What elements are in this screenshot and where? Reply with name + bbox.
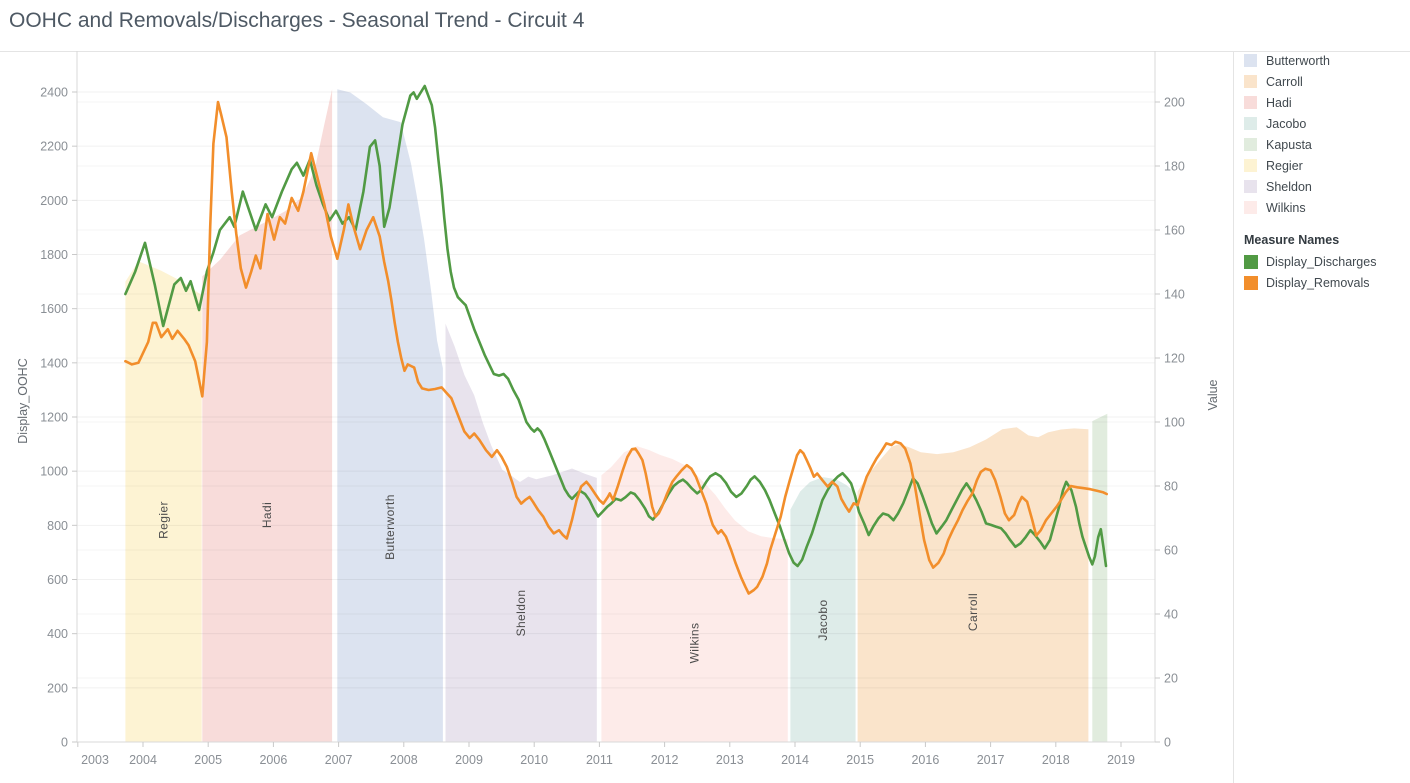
- right-axis-title: Value: [1206, 379, 1220, 411]
- left-tick-label: 800: [47, 519, 68, 533]
- band-area-butterworth[interactable]: [337, 89, 443, 743]
- x-tick-label-2003: 2003: [81, 753, 109, 767]
- x-tick-label-2012: 2012: [651, 753, 679, 767]
- legend-item-sheldon[interactable]: Sheldon: [1244, 176, 1408, 197]
- left-tick-label: 1600: [40, 302, 68, 316]
- legend-label: Sheldon: [1266, 179, 1312, 194]
- right-tick-label: 140: [1164, 288, 1185, 302]
- band-area-hadi[interactable]: [202, 89, 333, 743]
- legend-swatch-kapusta: [1244, 138, 1257, 151]
- left-tick-label: 2000: [40, 194, 68, 208]
- legend-item-hadi[interactable]: Hadi: [1244, 92, 1408, 113]
- legend-item-kapusta[interactable]: Kapusta: [1244, 134, 1408, 155]
- legend-label: Hadi: [1266, 95, 1292, 110]
- legend-item-regier[interactable]: Regier: [1244, 155, 1408, 176]
- band-label-carroll: Carroll: [966, 593, 980, 631]
- right-tick-label: 20: [1164, 672, 1178, 686]
- legend-item-butterworth[interactable]: Butterworth: [1244, 50, 1408, 71]
- right-tick-label: 180: [1164, 160, 1185, 174]
- right-tick-label: 120: [1164, 352, 1185, 366]
- legend-label: Display_Removals: [1266, 275, 1370, 290]
- left-tick-label: 1200: [40, 411, 68, 425]
- x-tick-label-2013: 2013: [716, 753, 744, 767]
- band-legend: Butterworth Carroll Hadi Jacobo Kapusta Regie…: [1244, 50, 1408, 218]
- x-tick-label-2018: 2018: [1042, 753, 1070, 767]
- left-tick-label: 0: [61, 736, 68, 750]
- legend-item-jacobo[interactable]: Jacobo: [1244, 113, 1408, 134]
- legend-swatch-regier: [1244, 159, 1257, 172]
- x-tick-label-2006: 2006: [259, 753, 287, 767]
- left-tick-label: 2200: [40, 140, 68, 154]
- legend-swatch-display_discharges: [1244, 254, 1258, 269]
- legend-item-carroll[interactable]: Carroll: [1244, 71, 1408, 92]
- left-tick-label: 2400: [40, 86, 68, 100]
- x-tick-label-2016: 2016: [911, 753, 939, 767]
- right-tick-label: 100: [1164, 416, 1185, 430]
- band-label-regier: Regier: [157, 501, 171, 539]
- legend-label: Kapusta: [1266, 137, 1312, 152]
- x-tick-label-2019: 2019: [1107, 753, 1135, 767]
- band-area-kapusta[interactable]: [1092, 413, 1108, 742]
- measure-legend: Display_Discharges Display_Removals: [1244, 251, 1408, 293]
- legend-swatch-carroll: [1244, 75, 1257, 88]
- legend-divider: [1233, 52, 1234, 783]
- x-tick-label-2008: 2008: [390, 753, 418, 767]
- series-line-display_removals[interactable]: [124, 100, 1108, 595]
- legend-item-display_removals[interactable]: Display_Removals: [1244, 272, 1408, 293]
- x-tick-label-2007: 2007: [325, 753, 353, 767]
- band-label-hadi: Hadi: [260, 502, 274, 528]
- left-tick-label: 1800: [40, 248, 68, 262]
- title-divider: [0, 51, 1410, 52]
- legend-swatch-hadi: [1244, 96, 1257, 109]
- x-tick-label-2017: 2017: [977, 753, 1005, 767]
- band-label-wilkins: Wilkins: [688, 623, 702, 664]
- band-area-sheldon[interactable]: [445, 323, 597, 742]
- right-tick-label: 80: [1164, 480, 1178, 494]
- legend-item-display_discharges[interactable]: Display_Discharges: [1244, 251, 1408, 272]
- left-tick-label: 1000: [40, 465, 68, 479]
- measure-names-title: Measure Names: [1244, 233, 1340, 247]
- x-tick-label-2004: 2004: [129, 753, 157, 767]
- legend-label: Jacobo: [1266, 116, 1307, 131]
- legend-label: Butterworth: [1266, 53, 1330, 68]
- page-title: OOHC and Removals/Discharges - Seasonal …: [9, 9, 585, 32]
- legend-swatch-jacobo: [1244, 117, 1257, 130]
- band-label-butterworth: Butterworth: [383, 494, 397, 560]
- x-tick-label-2009: 2009: [455, 753, 483, 767]
- left-axis-title: Display_OOHC: [16, 358, 30, 444]
- legend-swatch-butterworth: [1244, 54, 1257, 67]
- legend-label: Display_Discharges: [1266, 254, 1377, 269]
- right-tick-label: 200: [1164, 96, 1185, 110]
- right-tick-label: 60: [1164, 544, 1178, 558]
- x-tick-label-2011: 2011: [586, 753, 613, 767]
- x-tick-label-2015: 2015: [846, 753, 874, 767]
- right-tick-label: 160: [1164, 224, 1185, 238]
- x-tick-label-2005: 2005: [194, 753, 222, 767]
- legend-swatch-display_removals: [1244, 275, 1258, 290]
- left-tick-label: 400: [47, 627, 68, 641]
- left-tick-label: 600: [47, 573, 68, 587]
- legend-label: Carroll: [1266, 74, 1303, 89]
- band-area-carroll[interactable]: [857, 427, 1089, 742]
- legend-swatch-wilkins: [1244, 201, 1257, 214]
- legend-label: Wilkins: [1266, 200, 1306, 215]
- right-tick-label: 0: [1164, 736, 1171, 750]
- band-area-regier[interactable]: [125, 261, 202, 742]
- legend-label: Regier: [1266, 158, 1303, 173]
- left-tick-label: 200: [47, 681, 68, 695]
- x-tick-label-2014: 2014: [781, 753, 809, 767]
- band-label-jacobo: Jacobo: [816, 599, 830, 640]
- left-tick-label: 1400: [40, 356, 68, 370]
- band-area-wilkins[interactable]: [601, 446, 788, 742]
- legend-item-wilkins[interactable]: Wilkins: [1244, 197, 1408, 218]
- legend-panel: Butterworth Carroll Hadi Jacobo Kapusta Regie…: [1244, 50, 1408, 293]
- x-tick-label-2010: 2010: [520, 753, 548, 767]
- right-tick-label: 40: [1164, 608, 1178, 622]
- legend-swatch-sheldon: [1244, 180, 1257, 193]
- band-label-sheldon: Sheldon: [514, 590, 528, 637]
